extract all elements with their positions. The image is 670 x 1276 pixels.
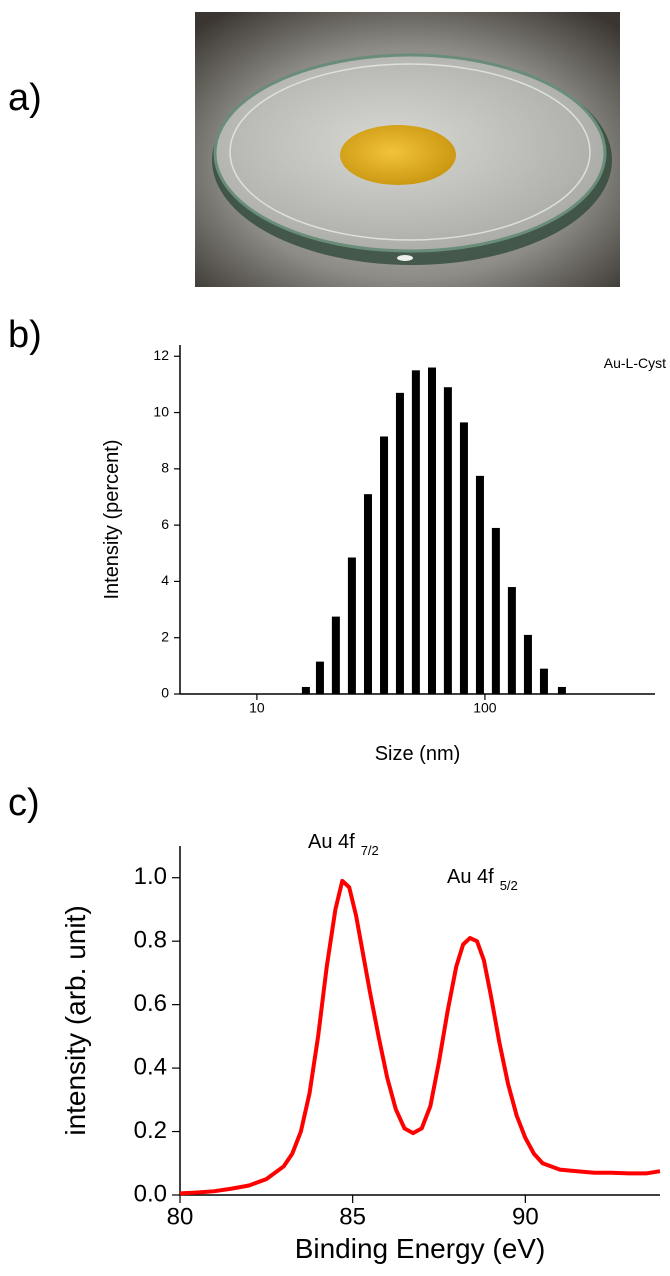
bar (347, 557, 356, 694)
bar (539, 668, 548, 694)
y-tick-label: 0 (161, 685, 169, 701)
x-tick-label: 80 (167, 1204, 194, 1231)
bar (507, 587, 516, 694)
bar (491, 527, 500, 694)
y-tick-label: 10 (153, 403, 169, 419)
chart: 0 2 4 6 8 10 12 10 100 Intensity (percent) Size (n… (101, 345, 666, 765)
panel-label: a) (8, 77, 42, 119)
panel-label: b) (8, 314, 42, 356)
line (179, 878, 661, 1196)
bar (395, 392, 404, 694)
bar (475, 475, 484, 694)
y-tick-label: 0.8 (134, 927, 167, 954)
y-tick-label: 0.6 (134, 990, 167, 1017)
y-axis-label: intensity (arb. unit) (60, 905, 91, 1135)
panel-label: c) (8, 782, 40, 824)
x-axis-label: Binding Energy (eV) (295, 1233, 546, 1264)
y-tick-label: 0.0 (134, 1180, 167, 1207)
y-tick-label: 6 (161, 516, 169, 532)
x-axis-label: Size (nm) (375, 743, 461, 765)
bar (428, 367, 437, 694)
bar (411, 370, 420, 694)
y-tick-label: 12 (153, 347, 169, 363)
y-axis-label: Intensity (percent) (101, 439, 123, 599)
annotation-subscript: 7/2 (361, 843, 379, 858)
bar (315, 661, 324, 694)
x-tick-label: 100 (473, 700, 497, 716)
bar (331, 616, 340, 694)
bar (301, 686, 310, 694)
x-tick-label: 85 (339, 1204, 366, 1231)
bar (380, 436, 389, 694)
bar (557, 686, 566, 694)
bar (459, 422, 468, 694)
x-tick-label: 10 (249, 700, 265, 716)
annotation-text: Au 4f (308, 831, 355, 853)
y-tick-label: 1.0 (134, 863, 167, 890)
annotation-text: Au 4f (447, 866, 494, 888)
annotation: Au 4f 5/2 (447, 866, 518, 893)
chart: 0.0 0.2 0.4 0.6 0.8 1.0 80 85 90 intensity (arb. … (60, 831, 661, 1264)
bar (363, 494, 372, 694)
x-tick-label: 90 (512, 1204, 539, 1231)
annotation-subscript: 5/2 (500, 878, 518, 893)
y-tick-label: 0.4 (134, 1053, 167, 1080)
annotation: Au 4f 7/2 (308, 831, 379, 858)
legend-label: Au-L-Cyst (604, 355, 666, 371)
photo (195, 12, 620, 287)
y-tick-label: 0.2 (134, 1117, 167, 1144)
bar (523, 634, 532, 694)
bar (443, 387, 452, 694)
y-tick-label: 4 (161, 572, 169, 588)
y-tick-label: 2 (161, 628, 169, 644)
y-tick-label: 8 (161, 460, 169, 476)
